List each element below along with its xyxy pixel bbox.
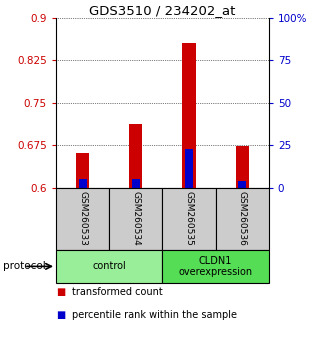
Text: GSM260534: GSM260534 <box>131 191 140 246</box>
Text: GSM260533: GSM260533 <box>78 191 87 246</box>
Bar <box>132 179 140 188</box>
Title: GDS3510 / 234202_at: GDS3510 / 234202_at <box>89 4 236 17</box>
Bar <box>76 153 89 188</box>
Bar <box>163 188 216 250</box>
Text: GSM260535: GSM260535 <box>185 191 194 246</box>
Bar <box>79 179 87 188</box>
Bar <box>109 188 162 250</box>
Text: transformed count: transformed count <box>72 287 163 297</box>
Bar <box>238 181 246 188</box>
Bar <box>216 188 269 250</box>
Text: control: control <box>92 261 126 272</box>
Bar <box>236 146 249 188</box>
Text: percentile rank within the sample: percentile rank within the sample <box>72 310 237 320</box>
Bar <box>185 149 193 188</box>
Bar <box>56 250 163 283</box>
Text: CLDN1
overexpression: CLDN1 overexpression <box>179 256 253 277</box>
Text: protocol: protocol <box>3 261 46 272</box>
Bar <box>56 188 109 250</box>
Text: ■: ■ <box>56 310 65 320</box>
Bar <box>182 43 196 188</box>
Text: GSM260536: GSM260536 <box>238 191 247 246</box>
Bar <box>163 250 269 283</box>
Bar <box>129 124 142 188</box>
Text: ■: ■ <box>56 287 65 297</box>
